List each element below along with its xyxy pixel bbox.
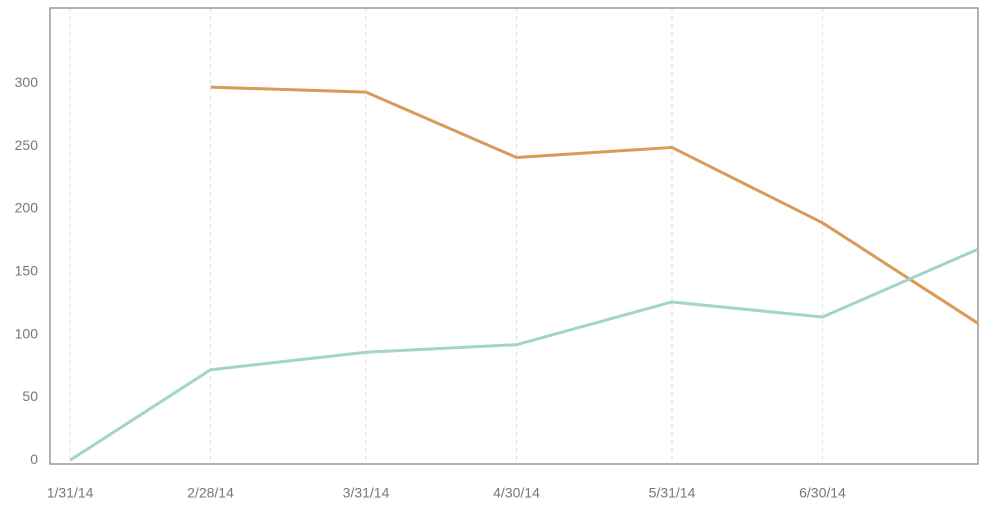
- y-tick-label: 0: [30, 451, 38, 467]
- x-tick-label: 5/31/14: [649, 485, 696, 501]
- x-tick-label: 4/30/14: [493, 485, 540, 501]
- series-line: [210, 85, 979, 325]
- y-tick-label: 250: [15, 137, 39, 153]
- series-line: [69, 247, 979, 462]
- y-tick-label: 300: [15, 74, 39, 90]
- y-tick-label: 150: [15, 263, 39, 279]
- y-tick-label: 200: [15, 200, 39, 216]
- y-tick-label: 100: [15, 325, 39, 341]
- plot-frame: [49, 7, 979, 465]
- y-tick-label: 50: [22, 388, 38, 404]
- x-tick-label: 1/31/14: [47, 485, 94, 501]
- x-tick-label: 3/31/14: [343, 485, 390, 501]
- x-tick-label: 6/30/14: [799, 485, 846, 501]
- x-tick-label: 2/28/14: [187, 485, 234, 501]
